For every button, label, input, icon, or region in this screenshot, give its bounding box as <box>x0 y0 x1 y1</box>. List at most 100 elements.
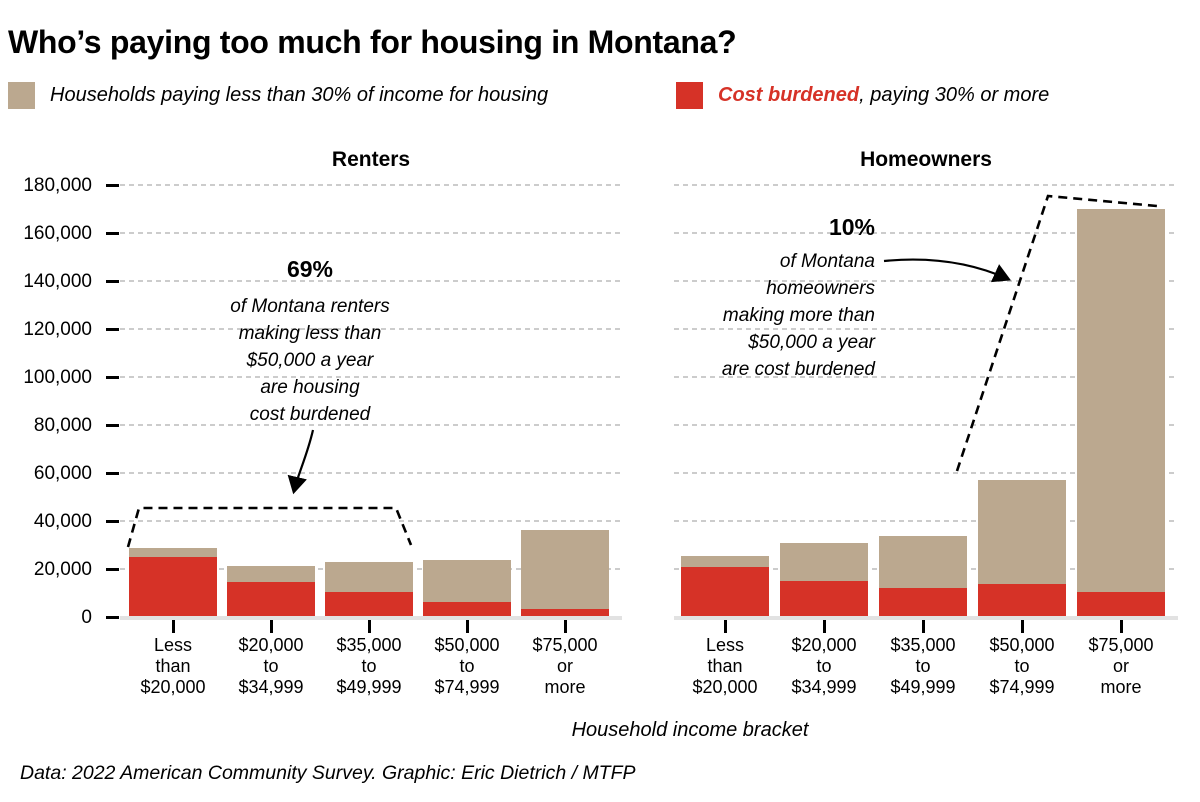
y-axis-tick <box>106 471 119 475</box>
y-axis-tick-label: 160,000 <box>23 223 92 244</box>
gridline-120000 <box>120 328 622 330</box>
y-axis-tick-label: 20,000 <box>33 559 92 580</box>
y-axis-tick-label: 80,000 <box>33 415 92 436</box>
legend-label-burdened-emphasis: Cost burdened <box>718 83 860 106</box>
y-axis-tick <box>106 375 119 379</box>
gridline-60000 <box>674 472 1178 474</box>
bar-segment-not-burdened <box>227 566 315 583</box>
legend-label-burdened: Cost burdened, paying 30% or more <box>718 84 1049 107</box>
bar-segment-burdened <box>325 592 413 617</box>
y-axis-tick-label: 120,000 <box>23 319 92 340</box>
y-axis-tick-label: 100,000 <box>23 367 92 388</box>
annotation-line: cost burdened <box>249 404 371 425</box>
x-axis-tick <box>921 620 925 633</box>
bar-segment-burdened <box>227 582 315 617</box>
renters-bracket-dashed-line <box>126 506 413 548</box>
homeowners-annotation-value: 10% <box>828 214 875 240</box>
gridline-40000 <box>674 520 1178 522</box>
annotation-line: making less than <box>238 323 382 344</box>
y-axis-tick <box>106 231 119 235</box>
bar-segment-not-burdened <box>423 559 511 603</box>
x-axis-tick <box>723 620 727 633</box>
category-label: $50,000 to $74,999 <box>434 635 500 697</box>
category-label: $35,000 to $49,999 <box>890 635 956 697</box>
footer-credit: Data: 2022 American Community Survey. Gr… <box>20 762 636 784</box>
legend-swatch-tan <box>8 81 35 109</box>
bar-segment-not-burdened <box>521 530 609 609</box>
gridline-80000 <box>120 424 622 426</box>
annotation-line: of Montana renters <box>230 296 390 317</box>
x-axis-tick <box>465 620 469 633</box>
category-label: Less than $20,000 <box>692 635 758 697</box>
x-axis-tick <box>367 620 371 633</box>
y-axis-tick-label: 40,000 <box>33 511 92 532</box>
x-axis-tick <box>563 620 567 633</box>
bar-segment-not-burdened <box>879 535 967 588</box>
bar-segment-not-burdened <box>1077 209 1165 593</box>
homeowners-annotation-text: of Montana homeowners making more than $… <box>645 248 875 383</box>
gridline-160000 <box>120 232 622 234</box>
x-axis-line <box>120 616 622 620</box>
y-axis-tick <box>106 279 119 283</box>
renters-annotation-value: 69% <box>286 256 334 282</box>
x-axis-tick <box>822 620 826 633</box>
annotation-line: of Montana <box>779 251 875 272</box>
bar-segment-burdened <box>681 567 769 617</box>
annotation-line: making more than <box>722 305 875 326</box>
bar-segment-not-burdened <box>681 556 769 568</box>
gridline-140000 <box>674 280 1178 282</box>
category-label: $50,000 to $74,999 <box>989 635 1055 697</box>
category-label: $75,000 or more <box>532 635 598 697</box>
category-label: $20,000 to $34,999 <box>238 635 304 697</box>
gridline-120000 <box>674 328 1178 330</box>
annotation-line: homeowners <box>766 278 875 299</box>
gridline-160000 <box>674 232 1178 234</box>
x-axis-tick <box>269 620 273 633</box>
bar-segment-burdened <box>978 583 1066 617</box>
homeowners-annotation-arrow <box>883 258 1012 283</box>
legend-label-not-burdened: Households paying less than 30% of incom… <box>50 83 549 106</box>
x-axis-title: Household income bracket <box>571 719 809 741</box>
renters-annotation-arrow <box>287 429 315 495</box>
y-axis-tick <box>106 183 119 187</box>
annotation-line: are cost burdened <box>721 359 875 380</box>
category-label: Less than $20,000 <box>140 635 206 697</box>
gridline-80000 <box>674 424 1178 426</box>
gridline-180000 <box>674 184 1178 186</box>
bar-segment-burdened <box>1077 592 1165 617</box>
gridline-100000 <box>674 376 1178 378</box>
gridline-100000 <box>120 376 622 378</box>
bar-segment-not-burdened <box>129 547 217 557</box>
x-axis-tick <box>1119 620 1123 633</box>
bar-segment-burdened <box>423 602 511 617</box>
bar-segment-burdened <box>521 608 609 617</box>
y-axis-tick-label: 60,000 <box>33 463 92 484</box>
annotation-line: are housing <box>260 377 360 398</box>
bar-segment-burdened <box>780 580 868 617</box>
bar-segment-not-burdened <box>325 561 413 593</box>
bar-segment-not-burdened <box>780 542 868 581</box>
x-axis-tick <box>171 620 175 633</box>
gridline-60000 <box>120 472 622 474</box>
gridline-40000 <box>120 520 622 522</box>
y-axis-tick <box>106 327 119 331</box>
gridline-140000 <box>120 280 622 282</box>
gridline-180000 <box>120 184 622 186</box>
x-axis-line <box>674 616 1178 620</box>
panel-title-homeowners: Homeowners <box>860 148 992 171</box>
category-label: $35,000 to $49,999 <box>336 635 402 697</box>
legend-item-not-burdened: Households paying less than 30% of incom… <box>8 81 548 109</box>
y-axis-tick <box>106 423 119 427</box>
y-axis-tick <box>106 567 119 571</box>
annotation-line: $50,000 a year <box>246 350 374 371</box>
renters-annotation-text: of Montana renters making less than $50,… <box>200 293 420 428</box>
x-axis-tick <box>1020 620 1024 633</box>
bar-segment-burdened <box>129 556 217 617</box>
legend-swatch-red <box>676 81 703 109</box>
annotation-line: $50,000 a year <box>748 332 875 353</box>
chart-title: Who’s paying too much for housing in Mon… <box>8 24 737 60</box>
bar-segment-not-burdened <box>978 479 1066 584</box>
panel-title-renters: Renters <box>331 148 411 171</box>
y-axis-tick-label: 0 <box>81 607 92 628</box>
